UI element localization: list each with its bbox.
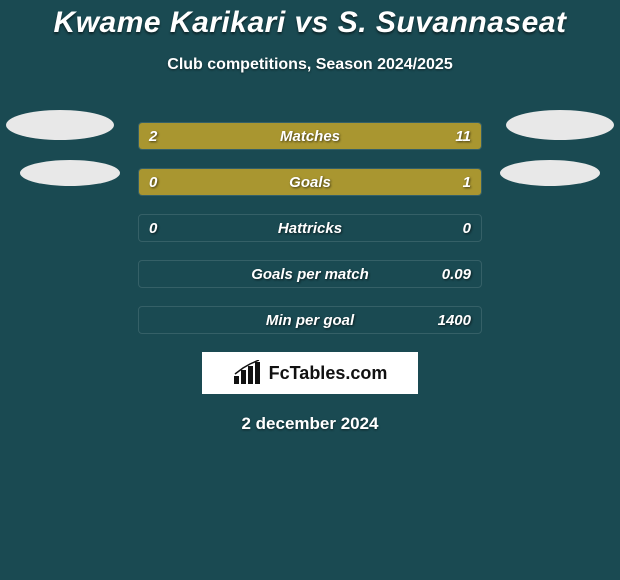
stat-row: Goals per match0.09 (138, 260, 482, 288)
footer-date: 2 december 2024 (0, 414, 620, 434)
stat-value-left: 0 (149, 215, 157, 241)
stat-label: Min per goal (139, 307, 481, 333)
stat-row: Hattricks0 0 (138, 214, 482, 242)
decorative-ellipse (20, 160, 120, 186)
subtitle: Club competitions, Season 2024/2025 (0, 56, 620, 74)
stat-value-right: 0.09 (442, 261, 471, 287)
page-title: Kwame Karikari vs S. Suvannaseat (0, 6, 620, 40)
stat-label: Matches (139, 123, 481, 149)
stat-label: Goals (139, 169, 481, 195)
stat-value-right: 1 (463, 169, 471, 195)
decorative-ellipse (500, 160, 600, 186)
bar-chart-icon (233, 360, 263, 386)
stat-value-left: 2 (149, 123, 157, 149)
stat-value-right: 11 (455, 123, 471, 149)
logo-text: FcTables.com (269, 363, 388, 384)
stat-label: Hattricks (139, 215, 481, 241)
stat-value-right: 0 (463, 215, 471, 241)
stat-row: Min per goal1400 (138, 306, 482, 334)
stat-row: Goals0 1 (138, 168, 482, 196)
stat-label: Goals per match (139, 261, 481, 287)
stats-container: Matches211Goals01Hattricks00Goals per ma… (138, 122, 482, 334)
decorative-ellipse (6, 110, 114, 140)
stat-value-right: 1400 (438, 307, 471, 333)
fctables-logo: FcTables.com (202, 352, 418, 394)
stat-value-left: 0 (149, 169, 157, 195)
stat-row: Matches2 11 (138, 122, 482, 150)
decorative-ellipse (506, 110, 614, 140)
